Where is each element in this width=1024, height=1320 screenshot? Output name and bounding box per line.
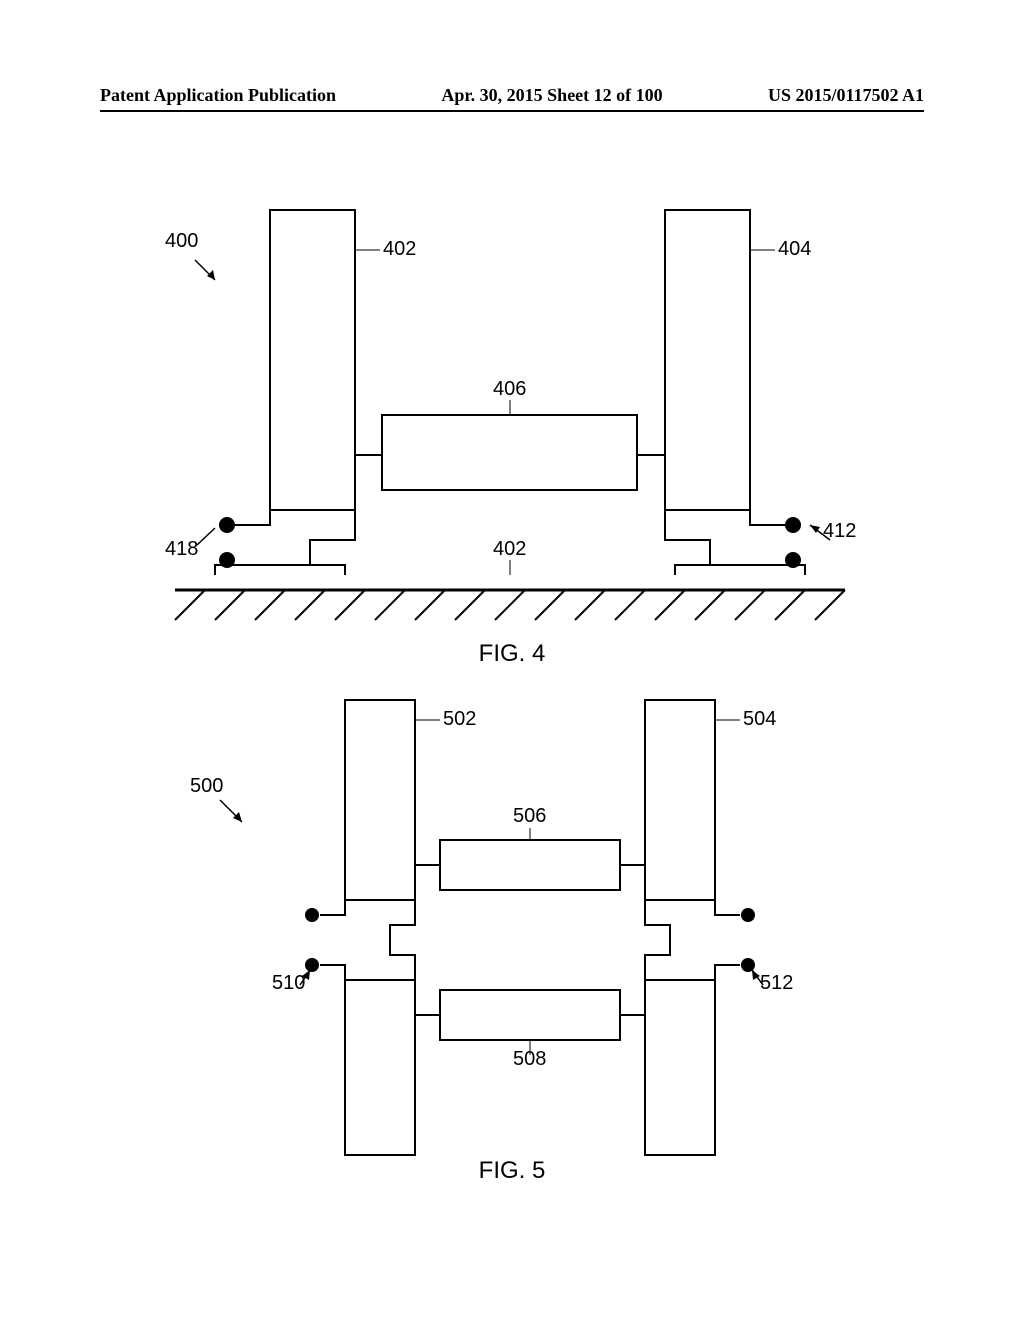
fig4-svg	[0, 200, 1024, 640]
header-rule	[100, 110, 924, 112]
fig5-caption: FIG. 5	[0, 1157, 1024, 1185]
ref-502: 502	[443, 708, 476, 731]
ref-404: 404	[778, 238, 811, 261]
ref-512: 512	[760, 972, 793, 995]
ref-508: 508	[513, 1048, 546, 1071]
fig5-svg	[0, 690, 1024, 1160]
ref-506: 506	[513, 805, 546, 828]
page-header: Patent Application Publication Apr. 30, …	[100, 85, 924, 106]
header-right: US 2015/0117502 A1	[768, 85, 924, 106]
figure-5: 500 502 504 506 508 510 512 FIG. 5	[0, 690, 1024, 1190]
ref-504: 504	[743, 708, 776, 731]
fig4-caption: FIG. 4	[0, 640, 1024, 668]
ref-400: 400	[165, 230, 198, 253]
ref-402b: 402	[493, 538, 526, 561]
header-center: Apr. 30, 2015 Sheet 12 of 100	[441, 85, 662, 106]
figure-4: 400 402 404 406 402 418 412 FIG. 4	[0, 200, 1024, 680]
ref-402: 402	[383, 238, 416, 261]
ref-406: 406	[493, 378, 526, 401]
ref-412: 412	[823, 520, 856, 543]
header-left: Patent Application Publication	[100, 85, 336, 106]
ref-500: 500	[190, 775, 223, 798]
ref-510: 510	[272, 972, 305, 995]
ref-418: 418	[165, 538, 198, 561]
